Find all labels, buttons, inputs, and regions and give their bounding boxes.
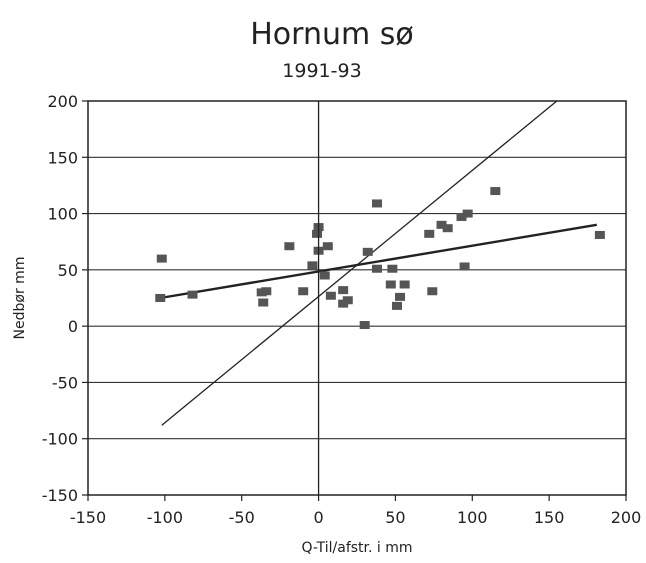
y-tick-label: -150	[42, 486, 78, 505]
data-point	[342, 296, 353, 305]
data-point	[312, 229, 323, 238]
data-point	[156, 254, 167, 263]
y-tick-label: 0	[68, 317, 78, 336]
y-tick-label: 100	[47, 205, 78, 224]
chart-title: Hornum sø	[250, 17, 414, 52]
y-tick-label: -100	[42, 430, 78, 449]
y-tick-label: 150	[47, 148, 78, 167]
y-axis-ticks: -150 -100 -50 0 50 100 150 200	[42, 92, 88, 505]
data-point	[442, 224, 453, 233]
data-point	[399, 280, 410, 289]
x-tick-label: -50	[229, 508, 255, 527]
data-point	[385, 280, 396, 289]
data-point	[362, 247, 373, 256]
y-tick-label: 50	[58, 261, 78, 280]
data-point	[371, 264, 382, 273]
data-point	[155, 294, 166, 302]
trend-lines	[160, 100, 597, 426]
data-point	[322, 242, 333, 251]
y-tick-label: 200	[47, 92, 78, 111]
x-axis-ticks: -150 -100 -50 0 50 100 150 200	[70, 495, 641, 527]
data-point	[298, 287, 309, 296]
data-point	[387, 264, 398, 273]
x-tick-label: -100	[147, 508, 183, 527]
data-point	[359, 321, 370, 330]
data-point	[427, 287, 438, 296]
data-points	[155, 187, 605, 330]
data-point	[325, 291, 336, 300]
data-point	[261, 287, 272, 296]
data-point	[258, 298, 269, 307]
data-point	[284, 242, 295, 251]
y-axis-label: Nedbør mm	[12, 257, 28, 340]
x-tick-label: 100	[457, 508, 488, 527]
data-point	[459, 262, 470, 271]
x-tick-label: 200	[611, 508, 642, 527]
x-tick-label: 150	[534, 508, 565, 527]
data-point	[319, 271, 330, 280]
chart-subtitle: 1991-93	[282, 60, 361, 82]
x-tick-label: 50	[385, 508, 405, 527]
data-point	[338, 286, 349, 295]
plot-frame	[87, 100, 627, 496]
data-point	[395, 292, 406, 301]
grid	[88, 100, 626, 496]
data-point	[371, 199, 382, 208]
regression-line	[160, 223, 597, 300]
reference-line	[161, 100, 558, 426]
data-point	[424, 229, 435, 238]
data-point	[187, 290, 198, 299]
x-tick-label: 0	[313, 508, 323, 527]
data-point	[456, 212, 467, 221]
data-point	[594, 230, 605, 239]
x-axis-label: Q-Til/afstr. i mm	[301, 540, 412, 556]
data-point	[391, 301, 402, 310]
data-point	[490, 187, 501, 196]
data-point	[307, 261, 318, 270]
data-point	[462, 209, 473, 218]
data-point	[436, 220, 447, 229]
y-tick-label: -50	[52, 373, 78, 392]
x-tick-label: -150	[70, 508, 106, 527]
